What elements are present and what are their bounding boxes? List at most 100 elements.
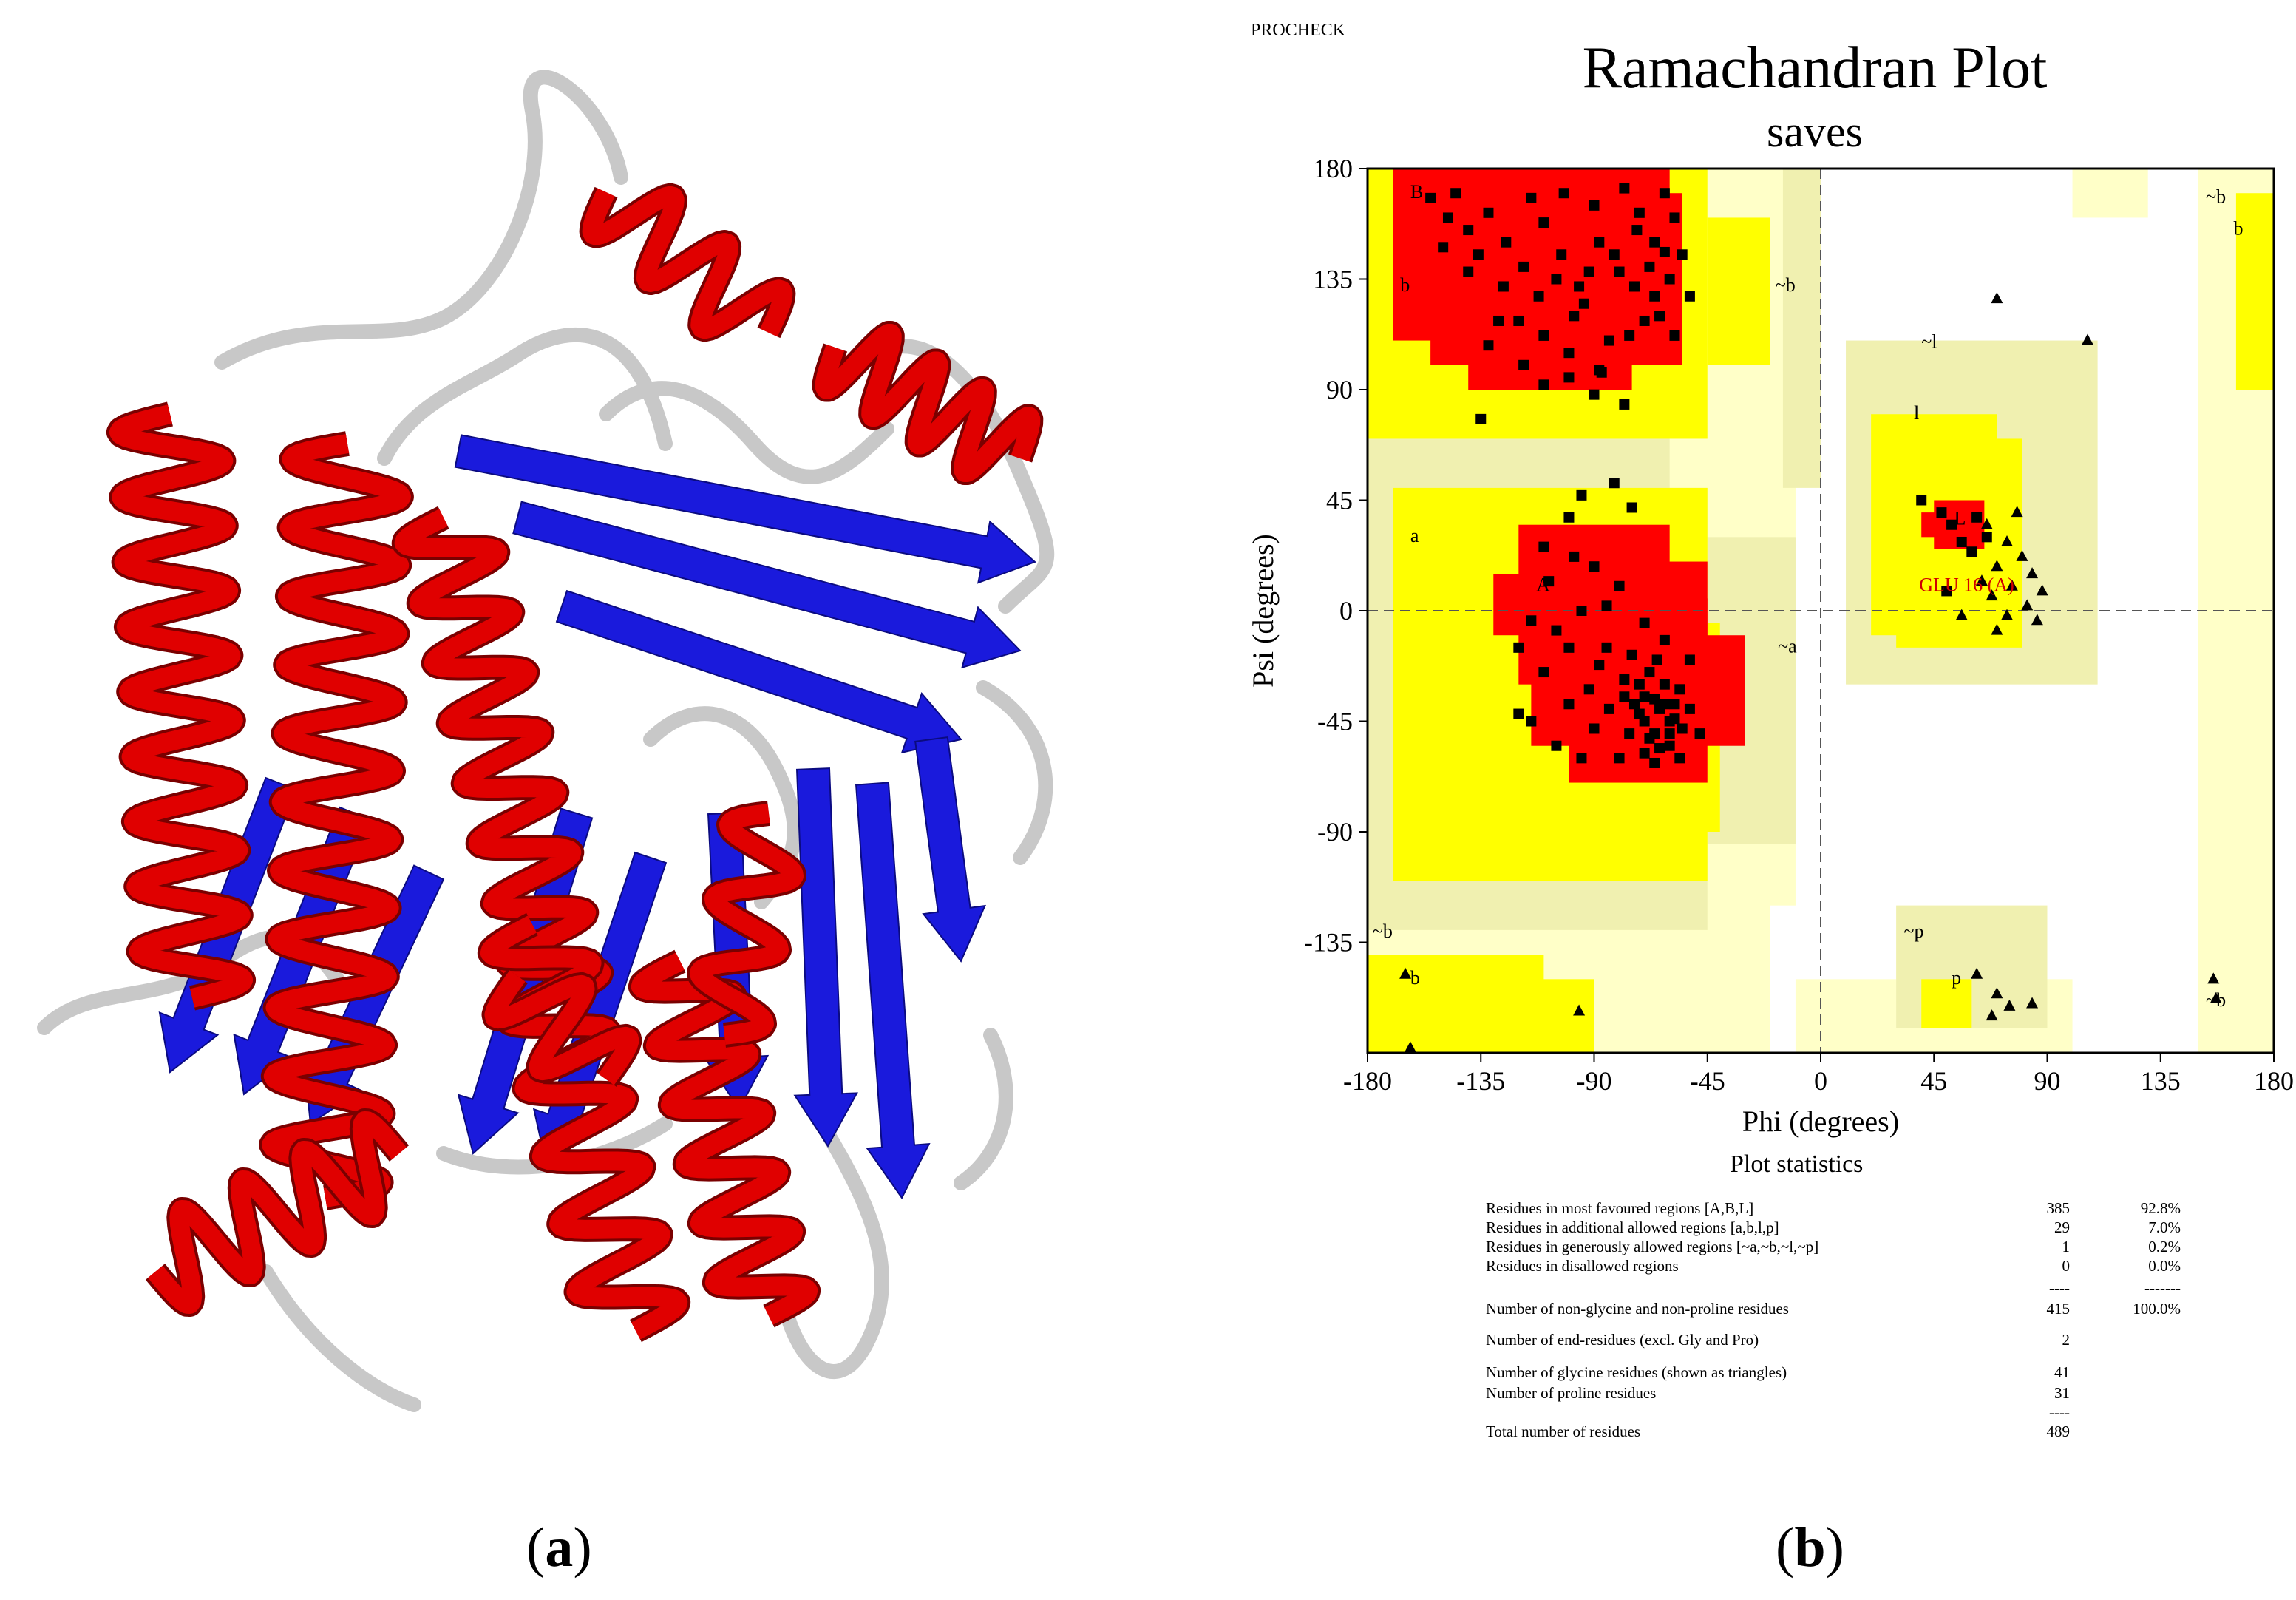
residue-point — [1649, 757, 1660, 768]
residue-point — [1538, 379, 1549, 390]
residue-point — [1669, 212, 1680, 223]
region-label: l — [1914, 402, 1919, 424]
x-tick-label: -90 — [1577, 1066, 1612, 1096]
region-label: b — [2234, 218, 2244, 240]
alpha-helix — [815, 324, 1041, 482]
generous-region-pale — [2072, 169, 2148, 218]
glycine-point — [1991, 560, 2003, 572]
residue-point — [1563, 348, 1575, 359]
residue-point — [1669, 713, 1680, 725]
residue-point — [1551, 274, 1562, 285]
x-tick-label: 135 — [2141, 1066, 2181, 1096]
residue-point — [1563, 372, 1575, 383]
statistics-count: ---- — [2049, 1279, 2070, 1297]
region-label: ~b — [2206, 989, 2226, 1011]
residue-point — [1971, 512, 1983, 523]
x-tick-label: 90 — [2034, 1066, 2061, 1096]
statistics-label: Number of glycine residues (shown as tri… — [1486, 1363, 1787, 1381]
residue-point — [1576, 489, 1587, 501]
residue-point — [1589, 389, 1600, 400]
residue-point — [1674, 753, 1685, 764]
residue-point — [1916, 495, 1927, 506]
statistics-row: Number of non-glycine and non-proline re… — [1486, 1300, 2188, 1319]
residue-point — [1614, 753, 1625, 764]
statistics-percent: 7.0% — [2148, 1218, 2181, 1236]
region-label: a — [1410, 525, 1419, 546]
statistics-row: Number of end-residues (excl. Gly and Pr… — [1486, 1331, 2188, 1350]
statistics-row: Number of glycine residues (shown as tri… — [1486, 1363, 2188, 1383]
additional-allowed-region — [1393, 955, 1544, 1053]
residue-point — [1513, 315, 1524, 326]
statistics-label: Residues in most favoured regions [A,B,L… — [1486, 1199, 1754, 1217]
statistics-count: 2 — [2062, 1331, 2071, 1349]
additional-allowed-region — [1368, 955, 1444, 1053]
residue-point — [1538, 330, 1549, 341]
residue-point — [1664, 274, 1675, 285]
plot-area: b B ~b a A ~a ~l l L ~b b ~b b ~p p ~b GLU 16 (A) — [1366, 167, 2275, 1054]
statistics-count: ---- — [2049, 1403, 2070, 1421]
statistics-row: Total number of residues 489 — [1486, 1423, 2188, 1442]
coil-loop — [259, 1264, 421, 1412]
residue-point — [1639, 691, 1650, 702]
statistics-row: Residues in additional allowed regions [… — [1486, 1218, 2188, 1238]
residue-point — [1558, 188, 1569, 199]
additional-allowed-region — [1871, 414, 1997, 636]
residue-point — [1639, 315, 1650, 326]
residue-point — [1501, 237, 1512, 248]
coil-loop — [954, 1028, 1013, 1190]
beta-strand — [457, 807, 594, 1155]
residue-annotation: GLU 16 (A) — [1919, 574, 2014, 595]
additional-allowed-region — [2235, 193, 2274, 390]
residue-point — [1639, 748, 1650, 759]
generous-region — [1694, 537, 1796, 844]
residue-point — [1603, 703, 1614, 714]
residue-point — [1438, 242, 1449, 253]
region-label: ~a — [1778, 635, 1797, 657]
residue-point — [1956, 536, 1967, 547]
beta-strand — [855, 782, 931, 1199]
residue-point — [1619, 399, 1630, 410]
residue-point — [1664, 728, 1675, 739]
generous-region — [1368, 979, 1494, 1053]
statistics-row: ---- — [1486, 1403, 2188, 1423]
x-axis-label: Phi (degrees) — [1742, 1105, 1899, 1138]
statistics-label: Residues in generously allowed regions [… — [1486, 1238, 1819, 1255]
residue-point — [1669, 699, 1680, 710]
residue-point — [1589, 723, 1600, 734]
residue-point — [1674, 684, 1685, 695]
residue-point — [1654, 703, 1665, 714]
residue-point — [1634, 708, 1645, 719]
protein-structure-panel — [0, 0, 1109, 1600]
additional-allowed-region — [1518, 979, 1594, 1053]
glycine-point — [1991, 987, 2003, 999]
residue-point — [1677, 723, 1688, 734]
residue-point — [1556, 249, 1567, 260]
most-favoured-region — [1518, 524, 1670, 685]
glycine-point — [1986, 589, 1998, 601]
residue-point — [1639, 716, 1650, 727]
residue-point — [1442, 212, 1453, 223]
most-favoured-region — [1393, 169, 1670, 341]
residue-point — [1569, 311, 1580, 322]
glycine-point — [1955, 609, 1968, 620]
coil-loop — [214, 70, 628, 370]
residue-point — [1563, 642, 1575, 653]
glycine-point — [1975, 574, 1988, 586]
most-favoured-region — [1531, 561, 1708, 746]
most-favoured-region — [1934, 500, 1985, 549]
residue-point — [1594, 237, 1605, 248]
residue-point — [1659, 634, 1670, 645]
residue-point — [1614, 580, 1625, 591]
glycine-point — [2001, 535, 2014, 546]
region-label: ~b — [2206, 186, 2226, 208]
generous-region — [1846, 340, 2098, 685]
residue-point — [1463, 225, 1474, 236]
most-favoured-region — [1921, 512, 1972, 538]
region-label: ~p — [1903, 921, 1923, 942]
region-label: b — [1410, 967, 1420, 989]
protein-cartoon — [37, 70, 1055, 1412]
y-tick-label: 90 — [1326, 375, 1353, 404]
residue-point — [1628, 699, 1640, 710]
residue-point — [1639, 617, 1650, 628]
residue-point — [1669, 330, 1680, 341]
